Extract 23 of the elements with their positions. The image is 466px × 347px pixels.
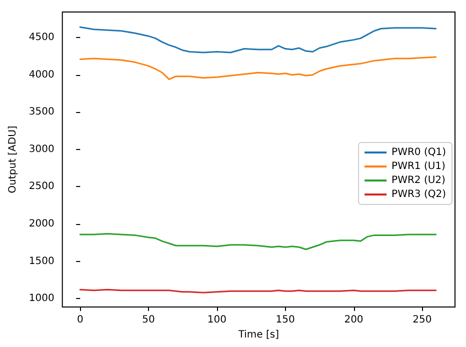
x-tick-label: 0 bbox=[76, 314, 84, 326]
x-axis-title: Time [s] bbox=[237, 329, 280, 340]
y-tick-label: 1500 bbox=[28, 256, 54, 267]
line-series bbox=[79, 26, 437, 54]
x-tick-label: 250 bbox=[412, 314, 432, 326]
line-series bbox=[79, 56, 437, 80]
y-tick-label: 3500 bbox=[28, 106, 54, 118]
y-tick-label: 2500 bbox=[28, 181, 54, 192]
y-tick-label: 2000 bbox=[28, 218, 54, 230]
y-tick-label: 4500 bbox=[28, 32, 54, 44]
x-tick-label: 50 bbox=[142, 314, 155, 326]
x-tick-label: 100 bbox=[207, 314, 226, 326]
legend-label: PWR1 (U1) bbox=[392, 161, 446, 172]
y-axis-title: Output [ADU] bbox=[8, 126, 18, 194]
x-tick-label: 150 bbox=[276, 314, 295, 326]
x-tick-label: 200 bbox=[344, 314, 364, 326]
legend-label: PWR2 (U2) bbox=[392, 175, 446, 186]
legend-label: PWR0 (Q1) bbox=[392, 147, 446, 158]
legend-label: PWR3 (Q2) bbox=[392, 189, 446, 200]
y-tick-label: 4000 bbox=[28, 69, 54, 80]
line-series bbox=[79, 232, 437, 250]
y-tick-label: 1000 bbox=[28, 293, 54, 304]
y-tick-label: 3000 bbox=[28, 144, 54, 155]
